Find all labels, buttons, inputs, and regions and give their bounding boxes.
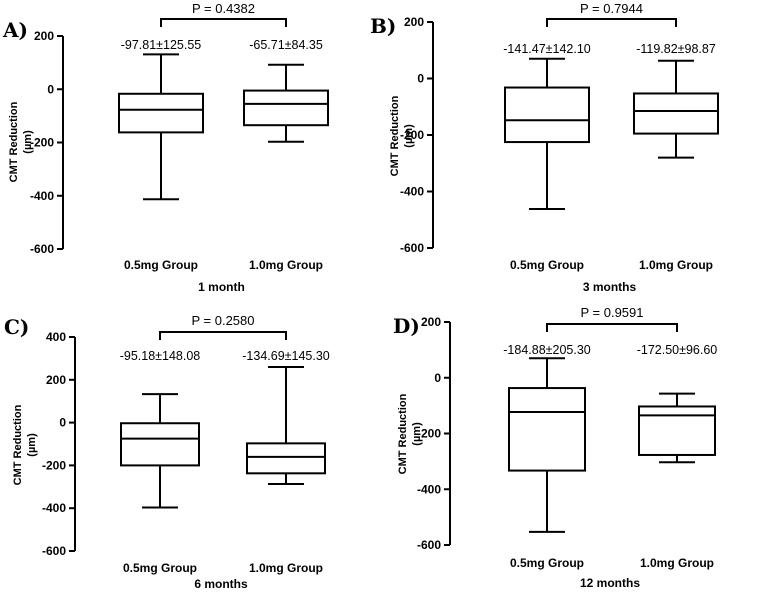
p-value-label: P = 0.9591 (580, 305, 643, 320)
box-plot-2: -65.71±84.35 (243, 38, 329, 143)
y-axis-title: CMT Reduction (µm) (12, 404, 38, 485)
y-tick-label: -600 (42, 544, 66, 558)
x-axis-title: 6 months (194, 577, 248, 591)
y-tick-label: 0 (47, 82, 54, 96)
panel-3: C) 400 200 0 -200 -400 -600 CMT Reduction (µm) -9… (4, 313, 330, 591)
mean-sd-label: -172.50±96.60 (637, 343, 718, 357)
box-plot-2: -134.69±145.30 (242, 349, 330, 486)
x-category-label: 1.0mg Group (639, 258, 713, 272)
panel-1: A) 200 0 -200 -400 -600 CMT Reduction (µm) -97.8… (2, 1, 329, 294)
box-plot-1: -184.88±205.30 (503, 343, 591, 533)
iqr-box (633, 92, 719, 135)
y-tick-label: 200 (421, 315, 441, 329)
x-category-label: 0.5mg Group (510, 556, 584, 570)
panel-letter: B) (370, 14, 396, 38)
y-axis-title: CMT Reduction (µm) (397, 393, 423, 474)
significance-bracket (546, 323, 678, 332)
panel-letter: D) (393, 314, 420, 338)
mean-sd-label: -97.81±125.55 (121, 38, 202, 52)
mean-sd-label: -184.88±205.30 (503, 343, 591, 357)
x-category-label: 0.5mg Group (510, 258, 584, 272)
y-tick-label: -600 (400, 241, 424, 255)
mean-sd-label: -141.47±142.10 (503, 42, 591, 56)
iqr-box (638, 405, 716, 456)
iqr-box (508, 387, 586, 472)
panel-letter: C) (4, 315, 29, 339)
y-tick-label: 400 (46, 330, 66, 344)
iqr-box (118, 92, 204, 134)
y-tick-label: 0 (417, 72, 424, 86)
y-tick-label: 200 (34, 29, 54, 43)
iqr-box (504, 86, 590, 144)
x-category-label: 1.0mg Group (249, 561, 323, 575)
significance-bracket (160, 18, 287, 27)
iqr-box (246, 442, 326, 475)
mean-sd-label: -65.71±84.35 (249, 38, 323, 52)
panel-letter: A) (2, 18, 28, 42)
mean-sd-label: -95.18±148.08 (120, 349, 201, 363)
y-tick-label: 0 (59, 416, 66, 430)
panel-4: D) 200 0 -200 -400 -600 CMT Reduction (µm) -184.… (393, 305, 717, 590)
y-tick-label: -400 (400, 185, 424, 199)
y-tick-label: -600 (30, 242, 54, 256)
x-category-label: 0.5mg Group (124, 258, 198, 272)
y-tick-label: 0 (434, 371, 441, 385)
y-tick-label: -200 (400, 128, 424, 142)
y-tick-label: -200 (417, 427, 441, 441)
p-value-label: P = 0.2580 (191, 313, 254, 328)
box-plot-2: -172.50±96.60 (637, 343, 718, 464)
y-tick-label: -600 (417, 538, 441, 552)
x-axis-title: 3 months (583, 280, 637, 294)
y-tick-label: -400 (417, 482, 441, 496)
y-axis-title: CMT Reduction (µm) (389, 95, 415, 176)
x-axis-title: 12 months (580, 576, 640, 590)
box-plot-1: -97.81±125.55 (118, 38, 204, 201)
iqr-box (120, 422, 200, 467)
y-tick-label: -200 (30, 136, 54, 150)
box-plot-1: -95.18±148.08 (120, 349, 201, 509)
x-category-label: 0.5mg Group (123, 561, 197, 575)
mean-sd-label: -119.82±98.87 (636, 42, 716, 56)
y-tick-label: 200 (46, 373, 66, 387)
x-axis-title: 1 month (198, 280, 245, 294)
y-tick-label: -400 (30, 189, 54, 203)
panel-2: B) 200 0 -200 -400 -600 CMT Reduction (µm) -141.… (370, 1, 719, 294)
p-value-label: P = 0.7944 (580, 1, 643, 16)
iqr-box (243, 89, 329, 127)
x-category-label: 1.0mg Group (249, 258, 323, 272)
y-tick-label: 200 (404, 15, 424, 29)
y-axis-title: CMT Reduction (µm) (8, 101, 34, 182)
y-tick-label: -200 (42, 458, 66, 472)
mean-sd-label: -134.69±145.30 (242, 349, 330, 363)
p-value-label: P = 0.4382 (192, 1, 255, 16)
box-plot-2: -119.82±98.87 (633, 42, 719, 159)
significance-bracket (159, 331, 287, 340)
x-category-label: 1.0mg Group (640, 556, 714, 570)
y-tick-label: -400 (42, 501, 66, 515)
box-plot-1: -141.47±142.10 (503, 42, 591, 211)
significance-bracket (546, 18, 677, 27)
